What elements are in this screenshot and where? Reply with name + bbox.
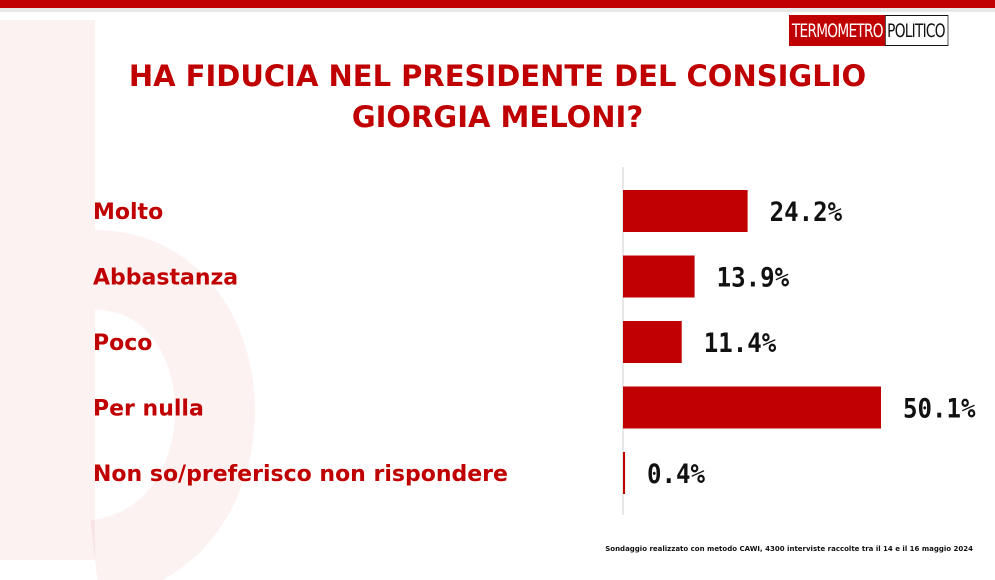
category-label: Abbastanza (93, 266, 238, 291)
category-label: Non so/preferisco non rispondere (93, 462, 508, 487)
value-label: 24.2% (770, 197, 843, 228)
background-watermark-logo (0, 20, 255, 580)
bar (623, 452, 626, 494)
category-label: Poco (93, 331, 152, 356)
logo-part-termometro: TERMOMETRO (789, 15, 890, 46)
value-label: 50.1% (903, 394, 976, 425)
bar (623, 190, 748, 232)
title-line-1: HA FIDUCIA NEL PRESIDENTE DEL CONSIGLIO (128, 59, 867, 93)
category-label: Molto (93, 200, 163, 225)
top-accent-bar (0, 0, 995, 8)
top-bar-shadow (0, 8, 995, 12)
bar (623, 321, 682, 363)
chart-title: HA FIDUCIA NEL PRESIDENTE DEL CONSIGLIO … (0, 56, 995, 138)
brand-logo: TERMOMETRO POLITICO (789, 15, 949, 46)
title-line-2: GIORGIA MELONI? (351, 100, 644, 134)
bar (623, 255, 695, 298)
footnote: Sondaggio realizzato con metodo CAWI, 43… (605, 545, 973, 553)
bar-chart: Molto 24.2% Abbastanza 13.9% Poco 11.4% Per nu… (93, 167, 976, 515)
bar (623, 386, 881, 429)
value-label: 0.4% (647, 459, 706, 490)
logo-part-politico: POLITICO (885, 15, 949, 46)
value-label: 13.9% (717, 263, 790, 294)
category-label: Per nulla (93, 397, 204, 422)
value-label: 11.4% (704, 328, 777, 359)
bars-group: Molto 24.2% Abbastanza 13.9% Poco 11.4% Per nu… (93, 190, 976, 494)
